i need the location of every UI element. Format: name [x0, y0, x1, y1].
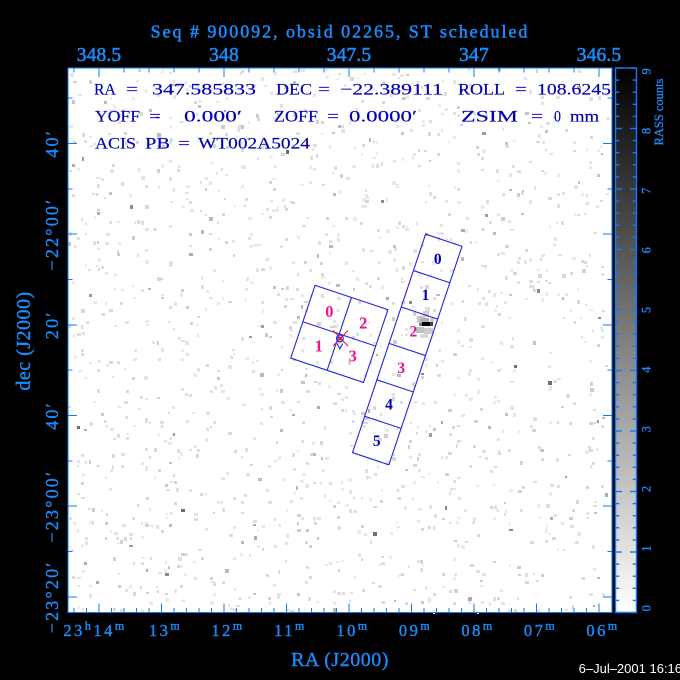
svg-text:0: 0	[640, 605, 654, 611]
svg-text:347.5: 347.5	[327, 45, 372, 66]
svg-text:6: 6	[640, 247, 654, 253]
svg-text:5: 5	[373, 433, 381, 450]
svg-text:346.5: 346.5	[577, 45, 622, 66]
svg-text:3: 3	[349, 347, 357, 366]
svg-text:4: 4	[385, 397, 393, 414]
svg-text:5: 5	[640, 307, 654, 313]
svg-text:7: 7	[640, 188, 654, 194]
svg-text:9: 9	[640, 68, 654, 74]
svg-text:348: 348	[209, 45, 239, 66]
svg-text:2: 2	[640, 486, 654, 492]
svg-text:40′: 40′	[42, 401, 62, 430]
svg-text:3: 3	[397, 360, 405, 377]
svg-text:40′: 40′	[42, 129, 62, 158]
svg-text:−22°00′: −22°00′	[42, 198, 62, 271]
svg-text:20′: 20′	[42, 311, 62, 340]
svg-text:YOFF=0.000′ZOFF=0.0000′ZSIM=0m: YOFF = 0.000′ ZOFF = 0.0000′ ZSIM = 0 mm	[95, 109, 600, 126]
svg-text:dec (J2000): dec (J2000)	[13, 291, 35, 390]
svg-text:8: 8	[640, 128, 654, 134]
svg-text:1: 1	[640, 545, 654, 551]
svg-text:RA (J2000): RA (J2000)	[291, 649, 389, 671]
svg-text:−23°20′: −23°20′	[42, 561, 62, 634]
svg-text:0: 0	[325, 302, 333, 321]
svg-text:4: 4	[640, 366, 654, 373]
svg-text:2: 2	[359, 313, 367, 332]
svg-text:0: 0	[434, 251, 442, 268]
svg-text:1: 1	[315, 336, 323, 355]
svg-text:−23°00′: −23°00′	[42, 470, 62, 543]
svg-text:348.5: 348.5	[77, 45, 122, 66]
svg-text:2: 2	[410, 324, 418, 341]
svg-text:Seq # 900092, obsid 02265, ST: Seq # 900092, obsid 02265, ST scheduled	[151, 22, 530, 42]
svg-text:6–Jul–2001 16:16: 6–Jul–2001 16:16	[579, 661, 680, 676]
svg-text:1: 1	[422, 287, 430, 304]
svg-text:347: 347	[459, 45, 489, 66]
svg-text:RASS counts: RASS counts	[652, 78, 666, 145]
svg-text:23h14m: 23h14m	[63, 619, 126, 641]
svg-text:3: 3	[640, 426, 654, 432]
